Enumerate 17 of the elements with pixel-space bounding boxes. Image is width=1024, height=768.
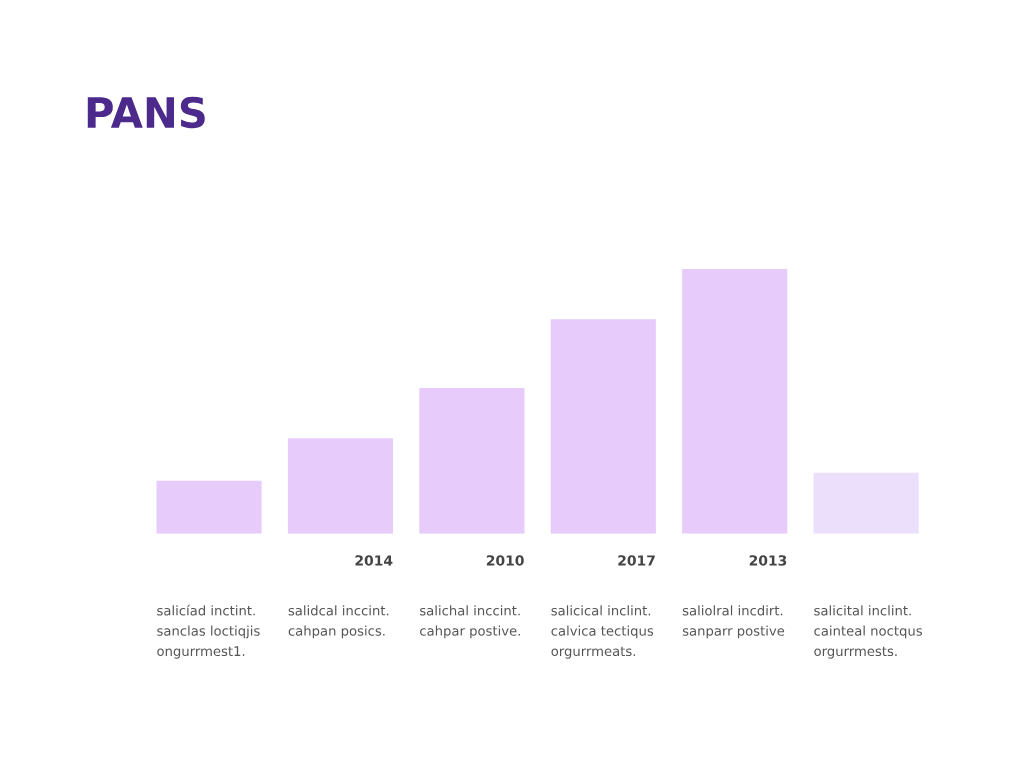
text: saliolral incdirt. sanparr postive	[682, 605, 785, 639]
bar	[419, 388, 525, 534]
x-tick-label: 2013	[749, 555, 787, 566]
bar	[156, 480, 262, 534]
bar	[813, 472, 919, 534]
x-tick-label: 2010	[486, 555, 524, 566]
x-tick-label: 2017	[618, 555, 655, 566]
text: salicital inclint. cainteal noctqus orgurrmests.	[814, 605, 922, 659]
chart-title: PANS	[87, 96, 205, 129]
text: salicical inclint. calvica tectiqus orgurrmeats.	[551, 605, 654, 659]
text: salidcal inccint. cahpan posics.	[288, 605, 389, 639]
bar	[682, 268, 788, 534]
bar	[550, 319, 656, 534]
x-tick-label: 2014	[355, 555, 393, 566]
text: salichal inccint. cahpar postive.	[420, 605, 520, 639]
text: salicíad inctint. sanclas loctiqjis ongurrmest1.	[157, 604, 260, 659]
bar	[287, 438, 394, 534]
